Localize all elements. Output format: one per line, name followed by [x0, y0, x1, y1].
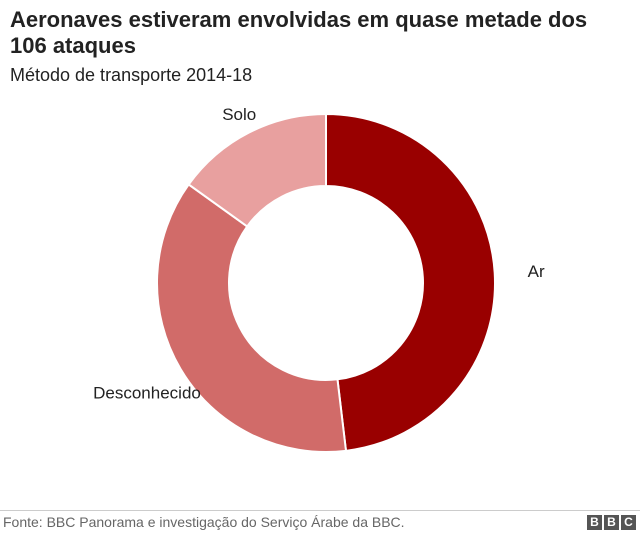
slice-solo — [187, 112, 327, 228]
chart-title: Aeronaves estiveram envolvidas em quase … — [10, 7, 588, 58]
bbc-logo: B B C — [587, 515, 636, 530]
donut-chart: Ar Desconhecido Solo — [93, 105, 545, 453]
slice-ar — [325, 112, 496, 452]
slice-label-solo: Solo — [222, 105, 256, 124]
slice-desconhecido — [156, 183, 348, 453]
logo-letter-c: C — [621, 515, 636, 530]
chart-subtitle: Método de transporte 2014-18 — [10, 65, 253, 85]
slice-label-ar: Ar — [528, 262, 545, 281]
footer-divider — [0, 510, 640, 511]
logo-letter-b1: B — [587, 515, 602, 530]
logo-letter-b2: B — [604, 515, 619, 530]
source-note: Fonte: BBC Panorama e investigação do Se… — [3, 514, 405, 530]
slice-label-desconhecido: Desconhecido — [93, 383, 201, 402]
